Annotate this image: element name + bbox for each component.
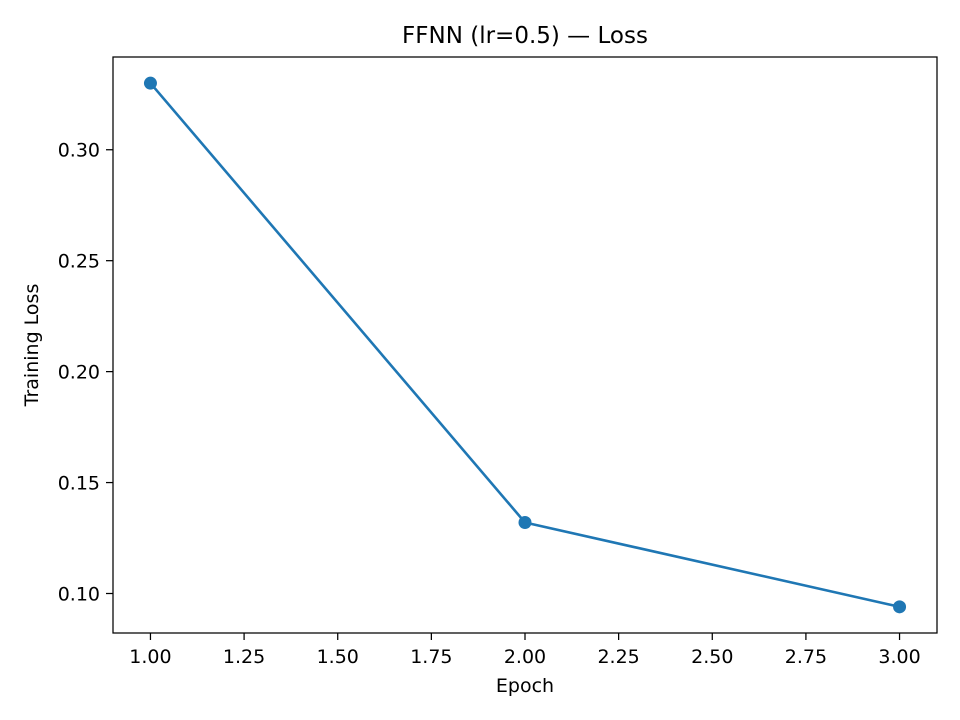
x-tick-label: 2.50 xyxy=(691,646,733,668)
x-axis-ticks: 1.00 1.25 1.50 1.75 2.00 2.25 2.50 2.75 3.00 xyxy=(129,633,921,668)
y-tick-label: 0.30 xyxy=(58,140,100,162)
y-tick-label: 0.20 xyxy=(58,362,100,384)
series-layer xyxy=(143,76,907,614)
y-axis-label: Training Loss xyxy=(21,284,43,408)
y-tick-label: 0.25 xyxy=(58,251,100,273)
y-axis-ticks: 0.10 0.15 0.20 0.25 0.30 xyxy=(58,140,113,606)
x-axis-label: Epoch xyxy=(496,675,554,697)
data-point xyxy=(143,76,157,90)
x-tick-label: 2.25 xyxy=(597,646,639,668)
x-tick-label: 1.75 xyxy=(410,646,452,668)
x-tick-label: 1.25 xyxy=(223,646,265,668)
x-tick-label: 1.50 xyxy=(317,646,359,668)
y-tick-label: 0.10 xyxy=(58,584,100,606)
x-tick-label: 1.00 xyxy=(129,646,171,668)
chart-title: FFNN (lr=0.5) — Loss xyxy=(402,23,648,49)
data-point xyxy=(893,600,907,614)
y-tick-label: 0.15 xyxy=(58,473,100,495)
data-point xyxy=(518,516,532,530)
x-tick-label: 3.00 xyxy=(878,646,920,668)
axes-border xyxy=(112,56,938,634)
plot-area xyxy=(113,57,937,633)
x-tick-label: 2.75 xyxy=(785,646,827,668)
x-tick-label: 2.00 xyxy=(504,646,546,668)
axes-frame xyxy=(113,57,937,633)
